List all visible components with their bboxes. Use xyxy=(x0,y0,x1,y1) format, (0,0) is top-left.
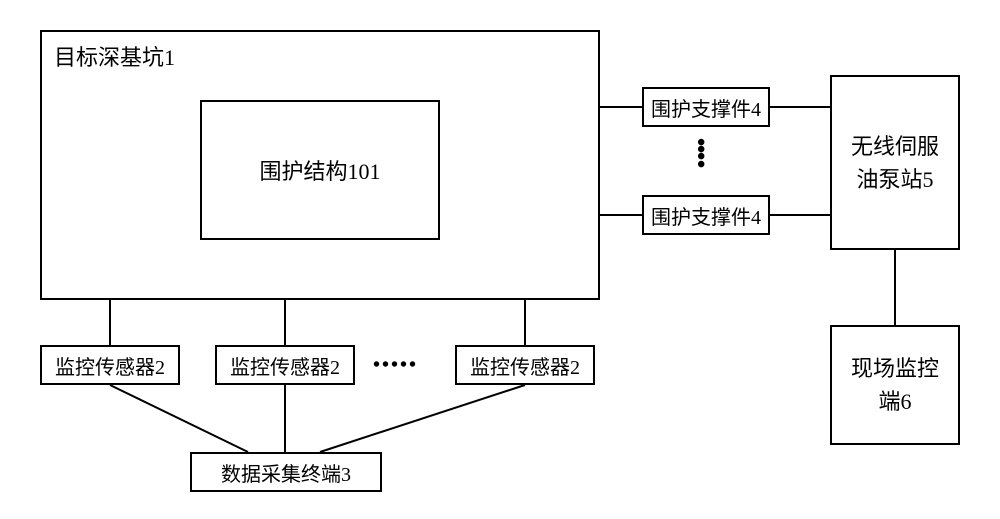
support-box-2: 围护支撑件4 xyxy=(642,195,770,235)
sensor-1-label: 监控传感器2 xyxy=(55,351,165,380)
sensor-box-3: 监控传感器2 xyxy=(455,345,595,385)
edge-sensor1-term xyxy=(110,385,248,452)
hdots-glyph: ••••• xyxy=(373,354,418,376)
support-1-label: 围护支撑件4 xyxy=(651,93,761,122)
pump-label: 无线伺服 油泵站5 xyxy=(851,130,939,196)
monitor-box: 现场监控 端6 xyxy=(830,325,960,445)
sensor-box-1: 监控传感器2 xyxy=(40,345,180,385)
support-2-label: 围护支撑件4 xyxy=(651,201,761,230)
terminal-box: 数据采集终端3 xyxy=(190,452,382,492)
envelope-box: 围护结构101 xyxy=(200,100,440,240)
edge-sensor3-term xyxy=(320,385,525,452)
sensor-hdots: ••••• xyxy=(373,354,418,377)
vdots-glyph: • • • • xyxy=(697,130,705,178)
envelope-label: 围护结构101 xyxy=(259,154,380,186)
sensor-2-label: 监控传感器2 xyxy=(230,351,340,380)
support-vdots: • • • • xyxy=(697,140,705,169)
monitor-label: 现场监控 端6 xyxy=(851,352,939,418)
pit-label: 目标深基坑1 xyxy=(54,40,175,72)
sensor-box-2: 监控传感器2 xyxy=(215,345,355,385)
pump-box: 无线伺服 油泵站5 xyxy=(830,75,960,250)
sensor-3-label: 监控传感器2 xyxy=(470,351,580,380)
terminal-label: 数据采集终端3 xyxy=(221,458,351,487)
support-box-1: 围护支撑件4 xyxy=(642,87,770,127)
